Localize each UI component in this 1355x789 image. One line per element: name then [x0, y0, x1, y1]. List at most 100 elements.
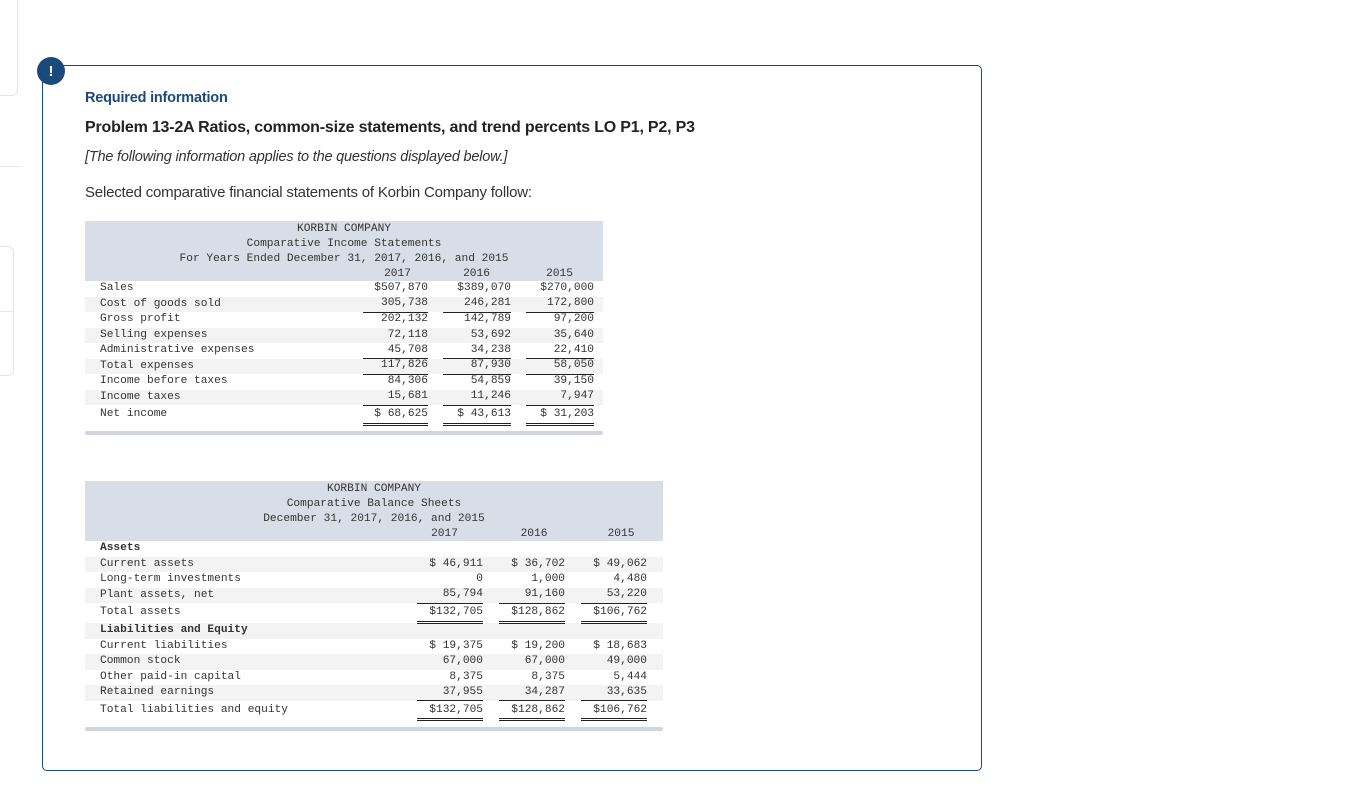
value-cell: 67,000 — [400, 654, 483, 670]
row-label: Sales — [100, 282, 134, 294]
year-header-row: 2017 2016 2015 — [85, 527, 663, 541]
table-row: Net income $ 68,625 $ 43,613 $ 31,203 — [85, 405, 603, 426]
value-cell: $ 46,911 — [400, 557, 483, 573]
intro-text: Selected comparative financial statement… — [85, 184, 532, 201]
cell-value: $ 43,613 — [443, 407, 511, 426]
cell-value: $270,000 — [540, 282, 594, 294]
cell-value: 34,238 — [443, 343, 511, 359]
section-heading-row: Liabilities and Equity — [85, 623, 663, 639]
value-cell: $507,870 — [353, 281, 428, 297]
value-cell: 22,410 — [511, 343, 594, 359]
cell-value: $128,862 — [499, 605, 565, 624]
cell-value: 34,287 — [499, 685, 565, 701]
company-name: KORBIN COMPANY — [297, 223, 391, 235]
statement-period: December 31, 2017, 2016, and 2015 — [263, 513, 485, 525]
side-divider — [0, 166, 22, 167]
value-cell: 305,738 — [353, 296, 428, 313]
row-label: Income before taxes — [100, 375, 228, 387]
statement-title: Comparative Balance Sheets — [286, 498, 462, 510]
year-header: 2015 — [607, 528, 635, 540]
cell-value: 84,306 — [387, 375, 428, 387]
value-cell: $ 19,375 — [400, 639, 483, 655]
cell-value: 87,930 — [443, 358, 511, 375]
statement-period: For Years Ended December 31, 2017, 2016,… — [179, 253, 509, 265]
value-cell: $ 49,062 — [565, 557, 647, 573]
table-row: Administrative expenses 45,708 34,238 22,41… — [85, 343, 603, 359]
table-row: Common stock 67,000 67,000 49,000 — [85, 654, 663, 670]
value-cell: 0 — [400, 572, 483, 588]
value-cell: 72,118 — [353, 328, 428, 344]
cell-value: 22,410 — [526, 343, 594, 359]
value-cell: 246,281 — [428, 296, 511, 313]
value-cell — [565, 541, 647, 557]
row-label: Long-term investments — [100, 573, 241, 585]
year-header-row: 2017 2016 2015 — [85, 267, 603, 281]
balance-rows: Assets Current assets $ 46,911 $ 36,702 $ 49… — [85, 541, 663, 721]
row-label: Liabilities and Equity — [100, 624, 248, 636]
value-cell: 58,050 — [511, 358, 594, 375]
row-label: Plant assets, net — [100, 588, 215, 601]
cell-value: 97,200 — [553, 313, 594, 325]
cell-value: 67,000 — [524, 655, 565, 667]
value-cell: $389,070 — [428, 281, 511, 297]
value-cell: 8,375 — [483, 670, 565, 686]
value-cell: 39,150 — [511, 374, 594, 390]
cell-value: $106,762 — [581, 703, 647, 721]
value-cell: 34,238 — [428, 343, 511, 359]
cell-value: 15,681 — [363, 389, 428, 406]
value-cell — [400, 623, 483, 639]
cell-value: $106,762 — [581, 605, 647, 624]
value-cell: $132,705 — [400, 605, 483, 624]
table-row: Retained earnings 37,955 34,287 33,635 — [85, 685, 663, 701]
value-cell: $270,000 — [511, 281, 594, 297]
cell-value: 11,246 — [443, 389, 511, 406]
row-label: Total expenses — [100, 359, 194, 372]
cell-value: 37,955 — [417, 685, 483, 701]
cell-value: 53,692 — [470, 328, 511, 341]
value-cell: 34,287 — [483, 685, 565, 701]
table-row: Sales $507,870 $389,070 $270,000 — [85, 281, 603, 297]
row-label: Total assets — [100, 606, 181, 618]
value-cell: $ 19,200 — [483, 639, 565, 655]
cell-value: $ 49,062 — [593, 557, 647, 570]
cell-value: $ 46,911 — [429, 557, 483, 570]
cell-value: $ 68,625 — [363, 407, 428, 426]
cell-value: 33,635 — [581, 685, 647, 701]
value-cell: 85,794 — [400, 587, 483, 604]
value-cell — [565, 623, 647, 639]
cell-value: 49,000 — [606, 655, 647, 667]
cell-value: 91,160 — [499, 587, 565, 604]
table-row: Total expenses 117,826 87,930 58,050 — [85, 358, 603, 375]
table-row: Income before taxes 84,306 54,859 39,150 — [85, 374, 603, 390]
cell-value: $132,705 — [417, 605, 483, 624]
value-cell: 4,480 — [565, 572, 647, 588]
cell-value: 85,794 — [417, 587, 483, 604]
side-divider — [0, 311, 14, 312]
table-row: Total liabilities and equity $132,705 $128… — [85, 700, 663, 721]
table-row: Income taxes 15,681 11,246 7,947 — [85, 389, 603, 406]
cell-value: 8,375 — [449, 670, 483, 683]
cell-value: 53,220 — [581, 587, 647, 604]
row-label: Income taxes — [100, 390, 181, 403]
table-row: Selling expenses 72,118 53,692 35,640 — [85, 327, 603, 344]
table-row: Plant assets, net 85,794 91,160 53,220 — [85, 587, 663, 604]
cell-value: 202,132 — [381, 313, 428, 325]
table-footer-bar — [85, 431, 603, 435]
table-row: Gross profit 202,132 142,789 97,200 — [85, 312, 603, 328]
value-cell: 5,444 — [565, 670, 647, 686]
company-name: KORBIN COMPANY — [327, 483, 421, 495]
cell-value: 0 — [476, 573, 483, 585]
value-cell: $106,762 — [565, 703, 647, 721]
table-header: KORBIN COMPANY Comparative Balance Sheet… — [85, 481, 663, 541]
value-cell: 1,000 — [483, 572, 565, 588]
year-header: 2015 — [546, 268, 573, 280]
cell-value: $ 19,200 — [511, 639, 565, 652]
cell-value: 67,000 — [442, 655, 483, 667]
value-cell: $132,705 — [400, 703, 483, 721]
value-cell: 53,692 — [428, 328, 511, 344]
cell-value: 7,947 — [526, 389, 594, 406]
value-cell: 49,000 — [565, 654, 647, 670]
value-cell: $ 18,683 — [565, 639, 647, 655]
row-label: Assets — [100, 542, 141, 554]
cell-value: 4,480 — [613, 573, 647, 585]
